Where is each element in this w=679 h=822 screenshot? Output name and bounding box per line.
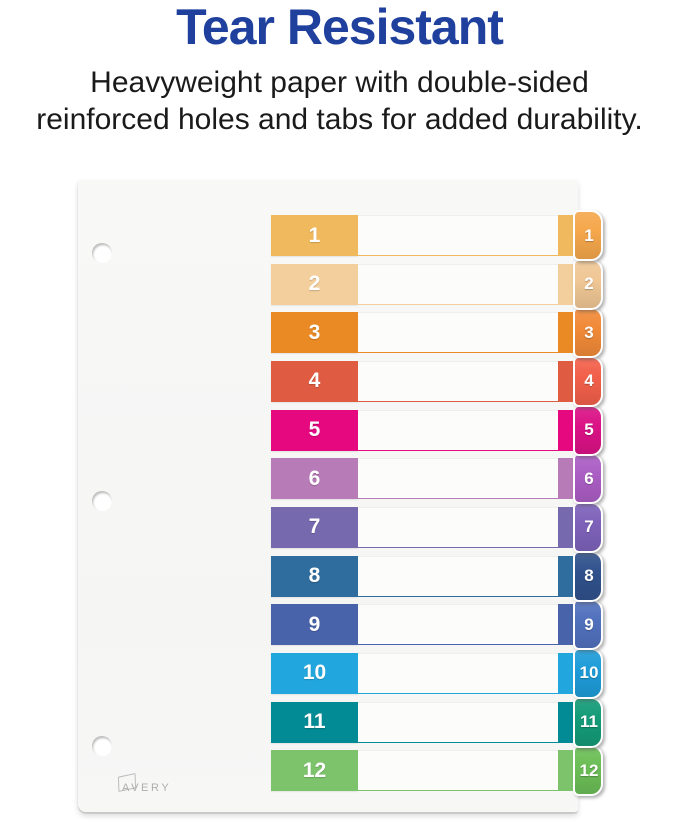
toc-number: 7 [308, 515, 321, 539]
index-tab-number: 11 [580, 712, 598, 731]
toc-number-block: 5 [271, 409, 358, 451]
toc-rule-line [358, 506, 558, 548]
index-tab-number: 4 [584, 371, 594, 391]
toc-row: 12 [78, 750, 578, 792]
index-tab-number: 9 [584, 614, 594, 634]
toc-row: 9 [78, 604, 578, 646]
index-tab-number: 5 [584, 420, 594, 440]
index-tab-number: 6 [584, 468, 594, 488]
toc-row: 5 [78, 409, 578, 451]
subtitle: Heavyweight paper with double-sided rein… [0, 64, 679, 138]
tab-edge-strip [558, 506, 578, 548]
toc-number: 1 [308, 223, 321, 247]
toc-row: 4 [78, 360, 578, 402]
toc-number: 2 [308, 272, 321, 296]
toc-rule-line [358, 750, 558, 792]
toc-number-block: 2 [271, 263, 358, 305]
punch-hole-bottom [92, 736, 112, 756]
tab-edge-strip [558, 652, 578, 694]
toc-number-block: 4 [271, 360, 358, 402]
tab-edge-strip [558, 360, 578, 402]
page-title: Tear Resistant [176, 0, 504, 55]
toc-row: 6 [78, 458, 578, 500]
avery-logo-text: AVERY [122, 782, 172, 794]
toc-number-block: 9 [271, 604, 358, 646]
divider-page: 1 2 3 4 5 6 7 [78, 180, 578, 812]
toc-number-block: 11 [271, 701, 358, 743]
toc-row: 1 [78, 215, 578, 256]
toc-number-block: 3 [271, 312, 358, 354]
toc-row: 3 [78, 312, 578, 354]
punch-hole-top [92, 243, 112, 263]
toc-number-block: 6 [271, 458, 358, 500]
toc-number: 3 [308, 320, 321, 344]
index-tab-number: 10 [579, 663, 599, 683]
toc-number: 10 [302, 661, 327, 685]
index-tab-number: 8 [584, 566, 594, 586]
tab-edge-strip [558, 604, 578, 646]
toc-row: 7 [78, 506, 578, 548]
index-tab-number: 3 [584, 322, 594, 342]
toc-number: 4 [308, 369, 321, 393]
toc-rule-line [358, 312, 558, 354]
tab-edge-strip [558, 215, 578, 256]
toc-number-block: 8 [271, 555, 358, 597]
index-tab-number: 1 [584, 225, 594, 245]
subtitle-line-2: reinforced holes and tabs for added dura… [36, 103, 643, 136]
toc-number-block: 12 [271, 750, 358, 792]
toc-number: 12 [302, 758, 327, 782]
toc-rule-line [358, 215, 558, 256]
index-tab-number: 2 [584, 274, 594, 294]
toc-row: 11 [78, 701, 578, 743]
toc-rule-line [358, 555, 558, 597]
toc-number: 5 [308, 418, 321, 442]
toc-rule-line [358, 458, 558, 500]
toc-number: 6 [308, 466, 321, 490]
subtitle-line-1: Heavyweight paper with double-sided [90, 66, 589, 99]
toc-number: 9 [308, 612, 321, 636]
tab-edge-strip [558, 312, 578, 354]
toc-rule-line [358, 263, 558, 305]
toc-rule-line [358, 360, 558, 402]
toc-rule-line [358, 701, 558, 743]
tab-edge-strip [558, 263, 578, 305]
toc-rule-line [358, 604, 558, 646]
index-tab-number: 12 [579, 760, 599, 780]
tab-edge-strip [558, 555, 578, 597]
tab-edge-strip [558, 701, 578, 743]
toc-number: 8 [308, 564, 321, 588]
punch-hole-middle [92, 491, 112, 511]
avery-logo: AVERY [117, 773, 172, 794]
tab-edge-strip [558, 750, 578, 792]
toc-row: 2 [78, 263, 578, 305]
toc-number-block: 7 [271, 506, 358, 548]
tab-edge-strip [558, 409, 578, 451]
toc-number: 11 [303, 710, 326, 733]
index-tab-number: 7 [584, 517, 594, 537]
toc-row: 10 [78, 652, 578, 694]
tab-edge-strip [558, 458, 578, 500]
toc-rule-line [358, 652, 558, 694]
toc-number-block: 1 [271, 215, 358, 256]
toc-number-block: 10 [271, 652, 358, 694]
toc-rule-line [358, 409, 558, 451]
toc-row: 8 [78, 555, 578, 597]
